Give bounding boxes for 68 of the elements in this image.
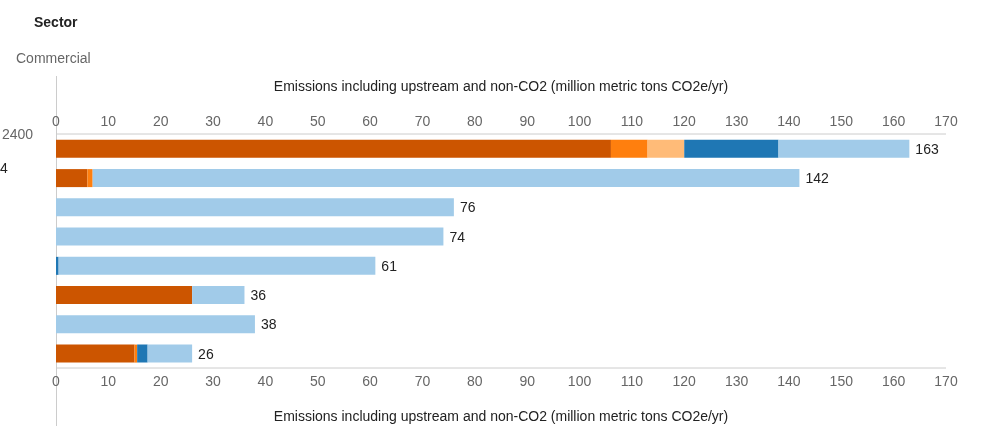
x-tick-label: 0 xyxy=(52,372,61,389)
x-tick-label: 120 xyxy=(672,372,697,389)
x2-tick-label: 40 xyxy=(257,113,274,129)
bar xyxy=(87,169,93,188)
x2-tick-label: 70 xyxy=(414,113,431,129)
x2-tick-label: 140 xyxy=(777,113,801,129)
x-tick-label: 130 xyxy=(724,372,749,389)
bar xyxy=(56,286,193,305)
total-label: 74 xyxy=(449,228,466,245)
x2-tick-label: 10 xyxy=(100,113,117,129)
total-label: 76 xyxy=(459,199,476,216)
x2-tick-label: 80 xyxy=(467,113,483,129)
bar xyxy=(56,344,135,363)
x-tick-label: 30 xyxy=(205,372,222,389)
x-tick-label: 140 xyxy=(777,372,801,389)
x2-tick-label: 50 xyxy=(309,113,326,129)
bar xyxy=(192,286,245,305)
bar xyxy=(56,315,255,334)
x-tick-label: 160 xyxy=(881,372,906,389)
x-tick-label: 70 xyxy=(414,372,431,389)
x-tick-label: 90 xyxy=(519,372,536,389)
total-label: 38 xyxy=(260,316,277,333)
x-tick-label: 50 xyxy=(309,372,326,389)
x2-tick-label: 60 xyxy=(362,113,379,129)
x2-axis-title: Emissions including upstream and non-CO2 (million metric tons CO2e/yr) xyxy=(273,77,729,94)
bar xyxy=(647,139,685,158)
x-tick-label: 80 xyxy=(467,372,483,389)
chart-title: Sector xyxy=(34,14,78,30)
text: 4 xyxy=(0,160,8,176)
x-tick-label: 60 xyxy=(362,372,379,389)
total-label: 26 xyxy=(198,345,214,362)
x2-tick-label: 90 xyxy=(519,113,536,129)
bar xyxy=(56,139,611,158)
x2-tick-label: 30 xyxy=(205,113,222,129)
x-tick-label: 100 xyxy=(567,372,592,389)
x2-tick-label: 110 xyxy=(620,113,644,129)
total-label: 36 xyxy=(250,287,267,304)
bar xyxy=(56,198,454,217)
text: 2400 xyxy=(2,126,34,142)
x2-tick-label: 170 xyxy=(934,113,958,129)
bar xyxy=(147,344,193,363)
x2-tick-label: 120 xyxy=(672,113,697,129)
bar xyxy=(92,169,800,188)
chart-subtitle: Commercial xyxy=(16,50,91,66)
x2-tick-label: 0 xyxy=(52,113,61,129)
total-label: 142 xyxy=(805,170,829,187)
x-axis-title: Emissions including upstream and non-CO2 (million metric tons CO2e/yr) xyxy=(273,408,729,424)
bar xyxy=(58,256,376,275)
x2-tick-label: 100 xyxy=(567,113,592,129)
x-tick-label: 150 xyxy=(829,372,854,389)
total-label: 61 xyxy=(381,257,398,274)
x-tick-label: 170 xyxy=(934,372,958,389)
total-label: 163 xyxy=(915,140,939,157)
bar xyxy=(56,169,88,188)
x-tick-label: 20 xyxy=(152,372,169,389)
x2-tick-label: 150 xyxy=(829,113,854,129)
x-tick-label: 110 xyxy=(620,372,644,389)
bar xyxy=(56,256,59,275)
bar xyxy=(137,344,148,363)
bar xyxy=(778,139,910,158)
bar xyxy=(56,227,444,246)
bar xyxy=(610,139,648,158)
x2-tick-label: 130 xyxy=(724,113,749,129)
x-tick-label: 10 xyxy=(100,372,117,389)
x2-tick-label: 20 xyxy=(152,113,169,129)
x2-tick-label: 160 xyxy=(881,113,906,129)
bar xyxy=(684,139,779,158)
x-tick-label: 40 xyxy=(257,372,274,389)
